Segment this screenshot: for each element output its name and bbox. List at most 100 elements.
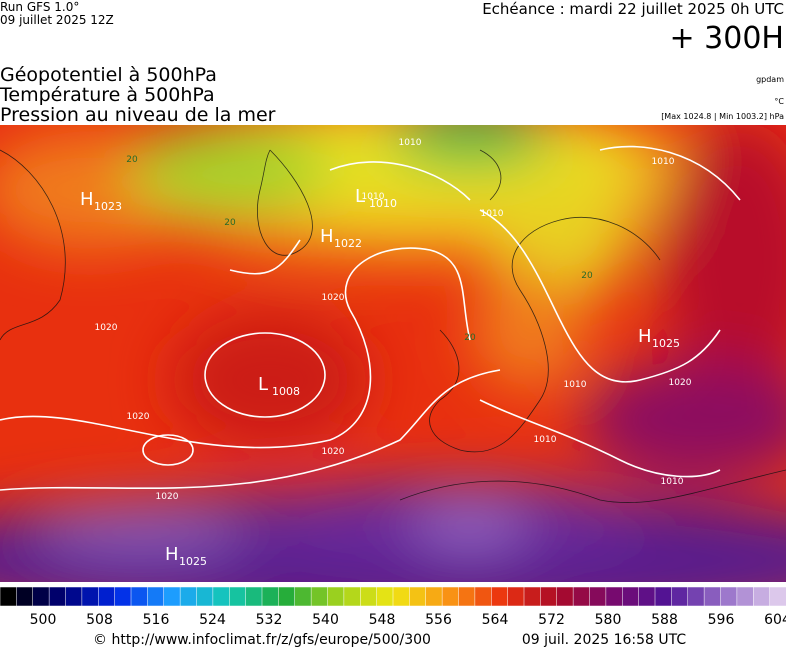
temperature-label: 20	[224, 218, 236, 228]
isobar-label: 1020	[322, 447, 345, 457]
pressure-value: 1010	[369, 197, 397, 210]
pressure-value: 1025	[179, 555, 207, 568]
colorbar-swatch	[147, 586, 165, 607]
run-label: Run GFS 1.0°	[0, 0, 79, 14]
colorbar-tick-label: 540	[312, 612, 339, 628]
colorbar-tick-label: 596	[708, 612, 735, 628]
colorbar-swatch	[229, 586, 247, 607]
isobar-label: 1020	[95, 323, 118, 333]
isobar-label: 1020	[156, 492, 179, 502]
colorbar-swatch	[523, 586, 542, 607]
pressure-symbol: H	[165, 544, 179, 565]
colorbar-swatch	[753, 586, 771, 607]
isobar-label: 1020	[322, 293, 345, 303]
valid-time: Echéance : mardi 22 juillet 2025 0h UTC	[482, 0, 784, 18]
colorbar-swatch	[196, 586, 214, 607]
colorbar-swatch	[720, 586, 738, 607]
colorbar-tick-label: 564	[482, 612, 509, 628]
colorbar-swatch	[376, 586, 394, 607]
colorbar-swatch	[179, 586, 198, 607]
colorbar-tick-label: 580	[595, 612, 622, 628]
colorbar-swatch	[392, 586, 411, 607]
colorbar-swatch	[81, 586, 99, 607]
colorbar-swatch	[589, 586, 607, 607]
colorbar-tick-label: 500	[30, 612, 57, 628]
pressure-symbol: H	[638, 326, 652, 347]
pressure-symbol: H	[80, 189, 94, 210]
isobar-label: 1010	[399, 138, 422, 148]
temperature-label: 20	[581, 271, 593, 281]
colorbar-swatch	[458, 586, 476, 607]
colorbar-swatch	[65, 586, 83, 607]
isobar-label: 1010	[652, 157, 675, 167]
colorbar-swatch	[245, 586, 263, 607]
isobar-label: 1020	[669, 378, 692, 388]
colorbar-swatch	[261, 586, 280, 607]
colorbar-swatch	[310, 586, 329, 607]
colorbar-swatch	[491, 586, 509, 607]
pressure-symbol: L	[355, 186, 365, 207]
colorbar-swatch	[278, 586, 296, 607]
colorbar-swatch	[130, 586, 149, 607]
unit: [Max 1024.8 | Min 1003.2] hPa	[661, 112, 784, 121]
isobar-label: 1010	[481, 209, 504, 219]
unit: gpdam	[756, 75, 784, 84]
isobar-label: 1010	[661, 477, 684, 487]
pressure-value: 1025	[652, 337, 680, 350]
colorbar-swatch	[16, 586, 34, 607]
colorbar-swatch	[572, 586, 591, 607]
colorbar-tick-label: 604	[764, 612, 786, 628]
colorbar-swatch	[294, 586, 312, 607]
pressure-value: 1008	[272, 385, 300, 398]
colorbar-swatch	[687, 586, 705, 607]
colorbar-swatch	[540, 586, 558, 607]
colorbar-tick-label: 588	[651, 612, 678, 628]
colorbar-swatch	[360, 586, 378, 607]
colorbar-swatch	[671, 586, 689, 607]
isobar-label: 1010	[564, 380, 587, 390]
colorbar-swatch	[98, 586, 116, 607]
pressure-value: 1022	[334, 237, 362, 250]
isobar-label: 1020	[127, 412, 150, 422]
colorbar-swatch	[48, 586, 67, 607]
colorbar-swatch	[638, 586, 656, 607]
field-title: Géopotentiel à 500hPa	[0, 64, 217, 86]
colorbar-swatch	[736, 586, 754, 607]
lead-time: + 300H	[670, 21, 785, 56]
colorbar-swatch	[409, 586, 427, 607]
colorbar-swatch	[343, 586, 361, 607]
temperature-label: 20	[464, 333, 476, 343]
colorbar-swatch	[507, 586, 525, 607]
colorbar-swatch	[425, 586, 443, 607]
colorbar-swatch	[605, 586, 623, 607]
field-title: Température à 500hPa	[0, 84, 215, 106]
colorbar-tick-label: 516	[143, 612, 170, 628]
colorbar-swatch	[32, 586, 50, 607]
colorbar-tick-label: 548	[369, 612, 396, 628]
field-title: Pression au niveau de la mer	[0, 104, 276, 126]
colorbar-swatch	[212, 586, 230, 607]
source-credit: © http://www.infoclimat.fr/z/gfs/europe/…	[93, 632, 431, 648]
colorbar-swatch	[441, 586, 460, 607]
pressure-symbol: H	[320, 226, 334, 247]
colorbar-swatch	[622, 586, 640, 607]
colorbar-swatch	[327, 586, 345, 607]
colorbar-swatch	[0, 586, 18, 607]
colorbar-swatch	[163, 586, 181, 607]
colorbar-tick-label: 532	[256, 612, 283, 628]
isobar-label: 1010	[362, 192, 385, 202]
colorbar-swatch	[474, 586, 492, 607]
unit: °C	[774, 97, 784, 106]
isobar-label: 1010	[534, 435, 557, 445]
colorbar-swatch	[556, 586, 574, 607]
colorbar-tick-label: 556	[425, 612, 452, 628]
run-date: 09 juillet 2025 12Z	[0, 13, 114, 27]
colorbar-tick-label: 524	[199, 612, 226, 628]
pressure-value: 1023	[94, 200, 122, 213]
generated-time: 09 juil. 2025 16:58 UTC	[522, 632, 687, 648]
colorbar-swatch	[703, 586, 722, 607]
pressure-symbol: L	[258, 374, 268, 395]
